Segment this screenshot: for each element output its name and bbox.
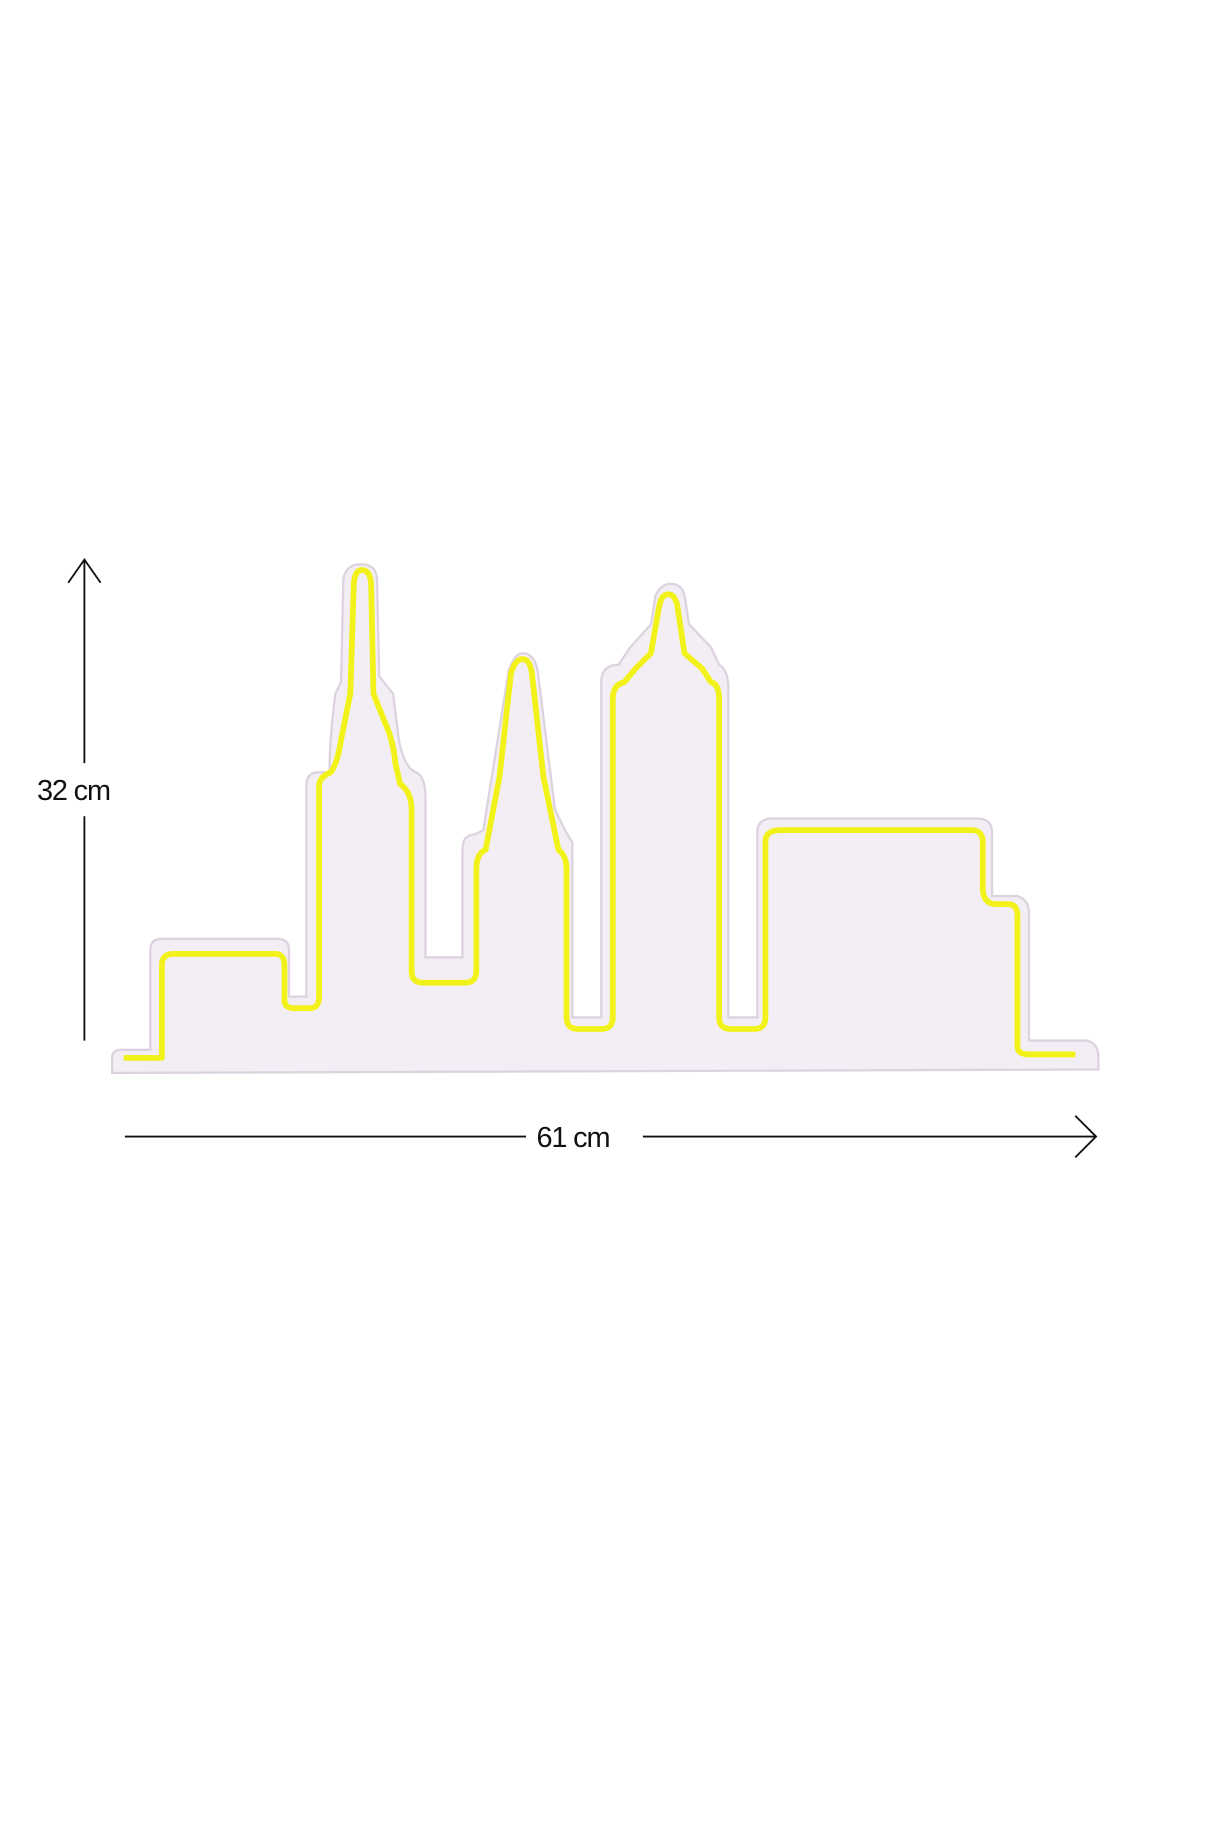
height-label: 32 cm	[37, 775, 110, 807]
skyline-board	[110, 563, 1100, 1075]
arrow-up-icon	[67, 557, 102, 584]
neon-tube	[123, 567, 1076, 1061]
arrow-right-icon	[1074, 1115, 1098, 1159]
skyline-neon-sign	[110, 563, 1100, 1075]
width-dimension: 61 cm	[124, 1115, 1098, 1159]
width-label: 61 cm	[536, 1122, 609, 1154]
height-dimension: 32 cm	[37, 557, 111, 1041]
